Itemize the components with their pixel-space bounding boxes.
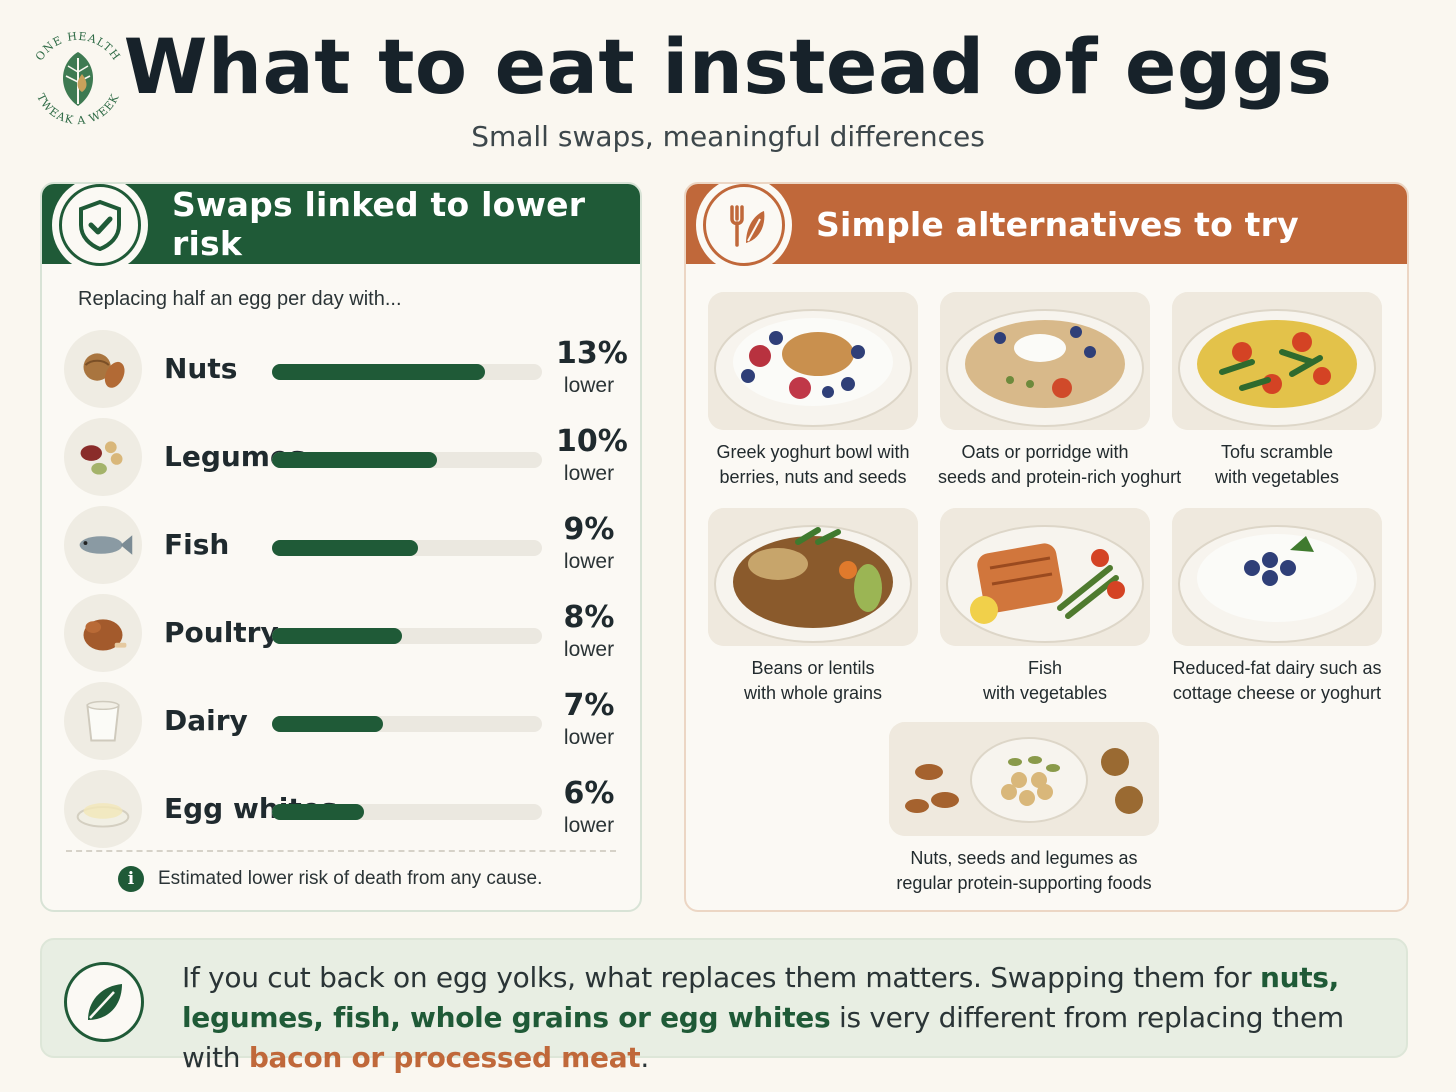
- alternative-card: Beans or lentils with whole grains: [706, 508, 920, 706]
- summary-text: If you cut back on egg yolks, what repla…: [182, 958, 1376, 1078]
- caption-line: Tofu scramble: [1220, 442, 1334, 462]
- risk-bar-fill: [272, 628, 402, 644]
- page-subtitle: Small swaps, meaningful differences: [471, 120, 985, 153]
- risk-lower-label: lower: [563, 550, 615, 573]
- risk-lower-label: lower: [563, 462, 615, 485]
- caption-line: with vegetables: [1214, 467, 1340, 487]
- swap-label: Dairy: [164, 704, 248, 737]
- swap-row-legumes: Legumes 10% lower: [64, 418, 628, 496]
- alternative-card: Fish with vegetables: [938, 508, 1152, 706]
- alternative-card: Greek yoghurt bowl with berries, nuts and…: [706, 292, 920, 490]
- alternative-caption: Oats or porridge with seeds and protein-r…: [938, 440, 1182, 490]
- caption-line: Greek yoghurt bowl with: [716, 442, 910, 462]
- caption-line: with whole grains: [743, 683, 883, 703]
- caption-line: regular protein-supporting foods: [896, 873, 1152, 893]
- divider: [66, 850, 616, 852]
- alternative-caption: Greek yoghurt bowl with berries, nuts and…: [706, 440, 920, 490]
- summary-text-part1: If you cut back on egg yolks, what repla…: [182, 961, 1260, 994]
- alternative-card: Oats or porridge with seeds and protein-r…: [938, 292, 1182, 490]
- lentil-bowl-image: [708, 508, 918, 646]
- swap-label: Fish: [164, 528, 230, 561]
- risk-lower-label: lower: [563, 638, 615, 661]
- swaps-panel-header: Swaps linked to lower risk: [42, 184, 640, 273]
- alternatives-panel-title: Simple alternatives to try: [816, 204, 1299, 244]
- swap-row-fish: Fish 9% lower: [64, 506, 624, 584]
- risk-bar-track: [272, 804, 542, 820]
- footnote-text: Estimated lower risk of death from any c…: [158, 868, 543, 889]
- alternative-card: Nuts, seeds and legumes as regular protei…: [884, 722, 1164, 896]
- poultry-icon: [64, 594, 142, 672]
- dairy-icon: [64, 682, 142, 760]
- swap-row-nuts: Nuts 13% lower: [64, 330, 628, 408]
- caption-line: seeds and protein-rich yoghurt: [938, 467, 1182, 487]
- caption-line: with vegetables: [982, 683, 1108, 703]
- risk-percent: 8%: [563, 600, 615, 635]
- risk-bar-track: [272, 540, 542, 556]
- swaps-panel-title: Swaps linked to lower risk: [172, 185, 586, 263]
- caption-line: berries, nuts and seeds: [719, 467, 907, 487]
- nuts-seeds-image: [889, 722, 1159, 836]
- alternative-caption: Reduced-fat dairy such as cottage cheese …: [1170, 656, 1384, 706]
- alternatives-panel-header: Simple alternatives to try: [686, 184, 1407, 273]
- risk-lower-label: lower: [563, 726, 615, 749]
- alternatives-panel: Simple alternatives to try Greek yoghurt…: [684, 182, 1409, 912]
- porridge-image: [940, 292, 1150, 430]
- caption-line: Fish: [1027, 658, 1062, 678]
- risk-bar-fill: [272, 716, 383, 732]
- summary-highlight-orange: bacon or processed meat: [248, 1041, 641, 1074]
- summary-text-part3: .: [640, 1041, 650, 1074]
- cottage-cheese-image: [1172, 508, 1382, 646]
- caption-line: cottage cheese or yoghurt: [1172, 683, 1382, 703]
- summary-highlight-green: nuts, legumes, fish, whole grains or egg…: [182, 961, 1339, 1034]
- caption-line: Beans or lentils: [751, 658, 875, 678]
- logo: ONE HEALTH TWEAK A WEEK: [22, 22, 134, 134]
- risk-percent: 13%: [556, 336, 628, 371]
- swap-row-egg-whites: Egg whites 6% lower: [64, 770, 624, 848]
- alternative-caption: Beans or lentils with whole grains: [706, 656, 920, 706]
- risk-bar-track: [272, 716, 542, 732]
- risk-bar-fill: [272, 452, 437, 468]
- risk-bar-fill: [272, 364, 486, 380]
- tofu-scramble-image: [1172, 292, 1382, 430]
- swaps-panel: Swaps linked to lower risk Replacing hal…: [40, 182, 642, 912]
- risk-lower-label: lower: [563, 814, 615, 837]
- fish-icon: [64, 506, 142, 584]
- nuts-icon: [64, 330, 142, 408]
- risk-bar-fill: [272, 540, 418, 556]
- swaps-intro: Replacing half an egg per day with...: [78, 288, 402, 310]
- risk-percent: 10%: [556, 424, 628, 459]
- risk-percent: 7%: [563, 688, 615, 723]
- alternative-caption: Fish with vegetables: [938, 656, 1152, 706]
- yoghurt-bowl-image: [708, 292, 918, 430]
- alternative-card: Tofu scramble with vegetables: [1170, 292, 1384, 490]
- alternative-caption: Tofu scramble with vegetables: [1170, 440, 1384, 490]
- caption-line: Oats or porridge with: [961, 442, 1129, 462]
- alternative-card: Reduced-fat dairy such as cottage cheese …: [1170, 508, 1384, 706]
- swap-label: Poultry: [164, 616, 279, 649]
- risk-percent: 9%: [563, 512, 615, 547]
- risk-bar-track: [272, 364, 542, 380]
- risk-bar-track: [272, 628, 542, 644]
- alternative-caption: Nuts, seeds and legumes as regular protei…: [884, 846, 1164, 896]
- egg-whites-icon: [64, 770, 142, 848]
- legumes-icon: [64, 418, 142, 496]
- risk-bar-track: [272, 452, 542, 468]
- caption-line: Nuts, seeds and legumes as: [910, 848, 1138, 868]
- swap-row-dairy: Dairy 7% lower: [64, 682, 624, 760]
- caption-line: Reduced-fat dairy such as: [1172, 658, 1382, 678]
- fork-leaf-icon: [703, 184, 785, 266]
- risk-percent: 6%: [563, 776, 615, 811]
- info-icon: i: [118, 866, 144, 892]
- shield-check-icon: [59, 184, 141, 266]
- risk-lower-label: lower: [563, 374, 615, 397]
- swap-row-poultry: Poultry 8% lower: [64, 594, 624, 672]
- leaf-icon: [64, 962, 144, 1042]
- page-title: What to eat instead of eggs: [123, 22, 1333, 111]
- footnote: i Estimated lower risk of death from any…: [118, 866, 542, 892]
- salmon-plate-image: [940, 508, 1150, 646]
- summary-banner: If you cut back on egg yolks, what repla…: [40, 938, 1408, 1074]
- summary-text-part2: is very different from replacing them wi…: [182, 1001, 1344, 1074]
- risk-bar-fill: [272, 804, 364, 820]
- swap-label: Nuts: [164, 352, 238, 385]
